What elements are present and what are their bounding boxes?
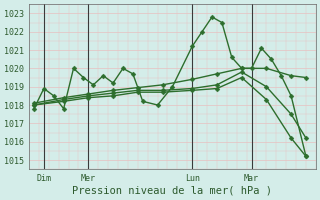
X-axis label: Pression niveau de la mer( hPa ): Pression niveau de la mer( hPa ) [72,186,272,196]
